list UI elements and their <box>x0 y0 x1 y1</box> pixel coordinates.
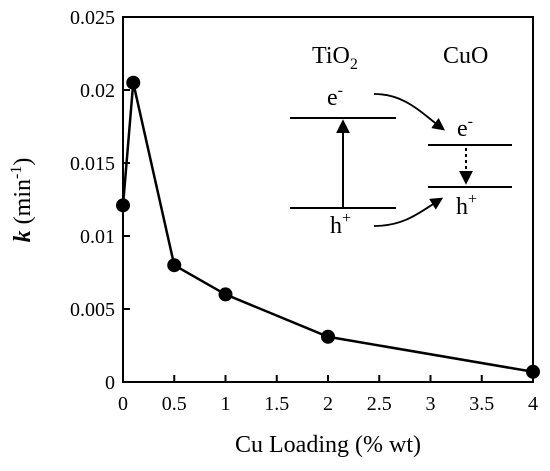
x-tick-label: 1 <box>221 393 231 415</box>
x-axis-title: Cu Loading (% wt) <box>235 432 421 458</box>
data-point <box>321 329 335 344</box>
y-tick-label: 0.01 <box>80 226 115 248</box>
tio2-label: TiO2 <box>312 43 358 73</box>
x-tick-label: 1.5 <box>264 393 289 415</box>
x-tick-label: 2 <box>323 393 333 415</box>
y-axis-title-close: ) <box>10 158 36 166</box>
tio2-electron-label: e- <box>327 82 343 111</box>
y-axis-title-unit: (min <box>10 179 36 230</box>
y-tick-label: 0 <box>105 372 115 394</box>
x-tick-label: 3 <box>426 393 436 415</box>
data-point <box>116 198 130 213</box>
data-point <box>526 364 540 379</box>
y-tick-label: 0.02 <box>80 80 115 102</box>
cuo-label: CuO <box>443 43 488 69</box>
y-axis: 0 0.005 0.01 0.015 0.02 0.025 <box>70 7 130 394</box>
y-axis-title: k (min-1) <box>8 158 36 243</box>
x-tick-label: 0.5 <box>162 393 187 415</box>
y-tick-label: 0.005 <box>70 299 115 321</box>
x-tick-label: 2.5 <box>367 393 392 415</box>
data-point <box>126 75 141 90</box>
y-tick-label: 0.015 <box>70 153 115 175</box>
data-point <box>167 258 182 273</box>
y-axis-title-exponent: -1 <box>8 166 25 179</box>
hole-transfer-arrow <box>373 197 444 227</box>
tio2-hole-label: h+ <box>330 210 351 239</box>
y-axis-title-k: k <box>10 230 36 242</box>
series-points <box>116 75 540 379</box>
data-point <box>218 287 233 302</box>
x-tick-label: 4 <box>528 393 538 415</box>
cuo-electron-label: e- <box>457 113 473 142</box>
series-line <box>121 82 534 374</box>
y-tick-label: 0.025 <box>70 7 115 29</box>
band-diagram-inset: TiO2 CuO e- h+ e- h+ <box>290 43 512 239</box>
x-axis: 0 0.5 1 1.5 2 2.5 3 3.5 4 <box>118 375 538 415</box>
electron-transfer-arrow <box>373 93 446 131</box>
cuo-hole-label: h+ <box>456 191 477 220</box>
x-tick-label: 0 <box>118 393 128 415</box>
x-tick-label: 3.5 <box>469 393 494 415</box>
